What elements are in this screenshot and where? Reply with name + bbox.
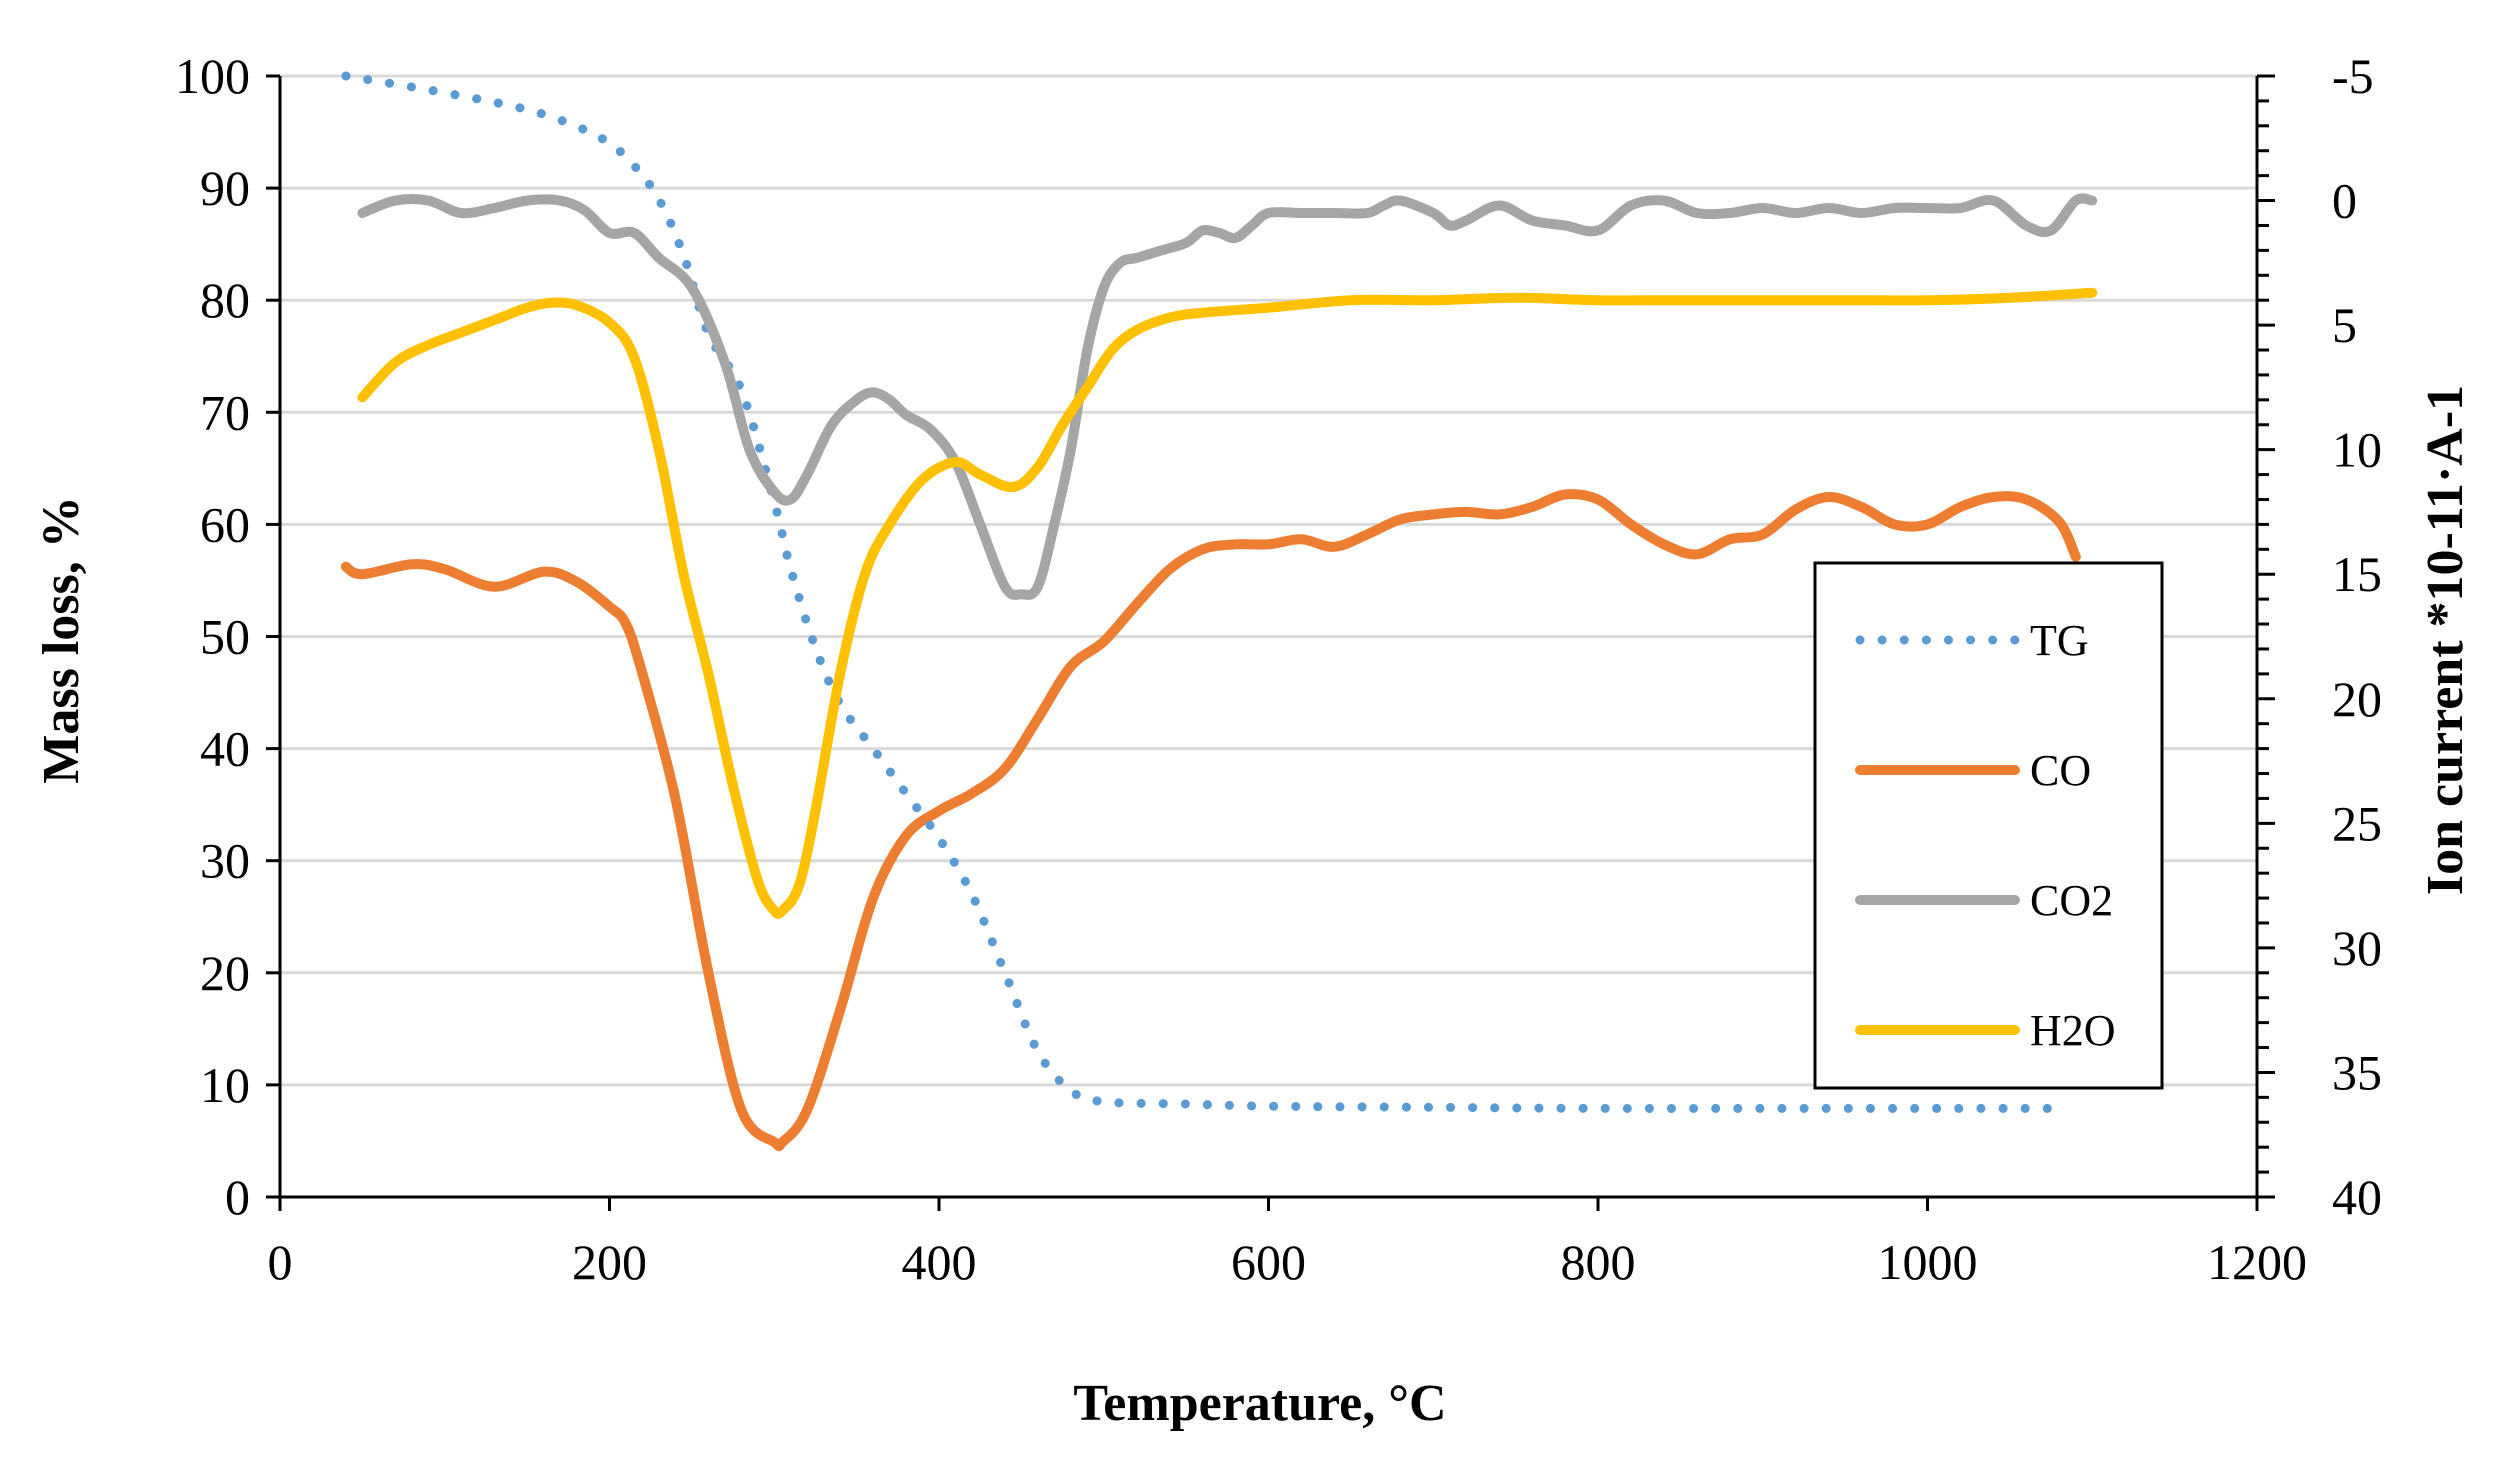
- x-tick-label-1000: 1000: [1878, 1234, 1978, 1290]
- y-tick-label-60: 60: [200, 496, 250, 552]
- legend-label-co2: CO2: [2030, 876, 2113, 925]
- y-tick-label-70: 70: [200, 384, 250, 440]
- y2-tick-label-5: 5: [2332, 297, 2357, 353]
- y2-tick-label-15: 15: [2332, 546, 2382, 602]
- series-line-tg: [341, 71, 2072, 1113]
- y-tick-label-30: 30: [200, 833, 250, 889]
- y2-tick-label-10: 10: [2332, 422, 2382, 478]
- y-tick-label-0: 0: [225, 1169, 250, 1225]
- y2-axis-title: Ion current *10-11·A-1: [2417, 385, 2474, 895]
- y-tick-label-80: 80: [200, 272, 250, 328]
- y-tick-label-20: 20: [200, 945, 250, 1001]
- y-tick-label-10: 10: [200, 1057, 250, 1113]
- y-tick-label-100: 100: [175, 48, 250, 104]
- series-line-h2o: [357, 287, 2098, 919]
- legend-label-tg: TG: [2030, 616, 2089, 665]
- y-axis-title: Mass loss, %: [33, 496, 90, 783]
- y-tick-label-50: 50: [200, 609, 250, 665]
- x-tick-label-0: 0: [268, 1234, 293, 1290]
- x-tick-label-200: 200: [572, 1234, 647, 1290]
- x-axis-title: Temperature, °C: [1073, 1375, 1446, 1432]
- y-tick-label-40: 40: [200, 721, 250, 777]
- y2-tick-label-25: 25: [2332, 795, 2382, 851]
- y2-tick-label--5: -5: [2332, 48, 2374, 104]
- x-tick-label-600: 600: [1231, 1234, 1306, 1290]
- legend-box: [1813, 561, 2164, 1090]
- y2-tick-label-40: 40: [2332, 1169, 2382, 1225]
- series-line-co: [340, 489, 2081, 1152]
- x-tick-label-400: 400: [902, 1234, 977, 1290]
- series-line-co2: [357, 193, 2098, 600]
- legend-items: TG CO CO2 H2O: [1855, 616, 2116, 1055]
- grid-lines: [280, 74, 2257, 1087]
- series-lines: [340, 71, 2098, 1152]
- x-tick-label-800: 800: [1561, 1234, 1636, 1290]
- legend-label-co: CO: [2030, 746, 2091, 795]
- y2-tick-label-35: 35: [2332, 1044, 2382, 1100]
- y2-tick-label-0: 0: [2332, 173, 2357, 229]
- axes: [266, 74, 2275, 1211]
- x-tick-label-1200: 1200: [2207, 1234, 2307, 1290]
- y2-tick-label-30: 30: [2332, 920, 2382, 976]
- y2-tick-label-20: 20: [2332, 671, 2382, 727]
- legend: TG CO CO2 H2O: [1813, 561, 2164, 1090]
- y-tick-label-90: 90: [200, 160, 250, 216]
- legend-label-h2o: H2O: [2030, 1006, 2116, 1055]
